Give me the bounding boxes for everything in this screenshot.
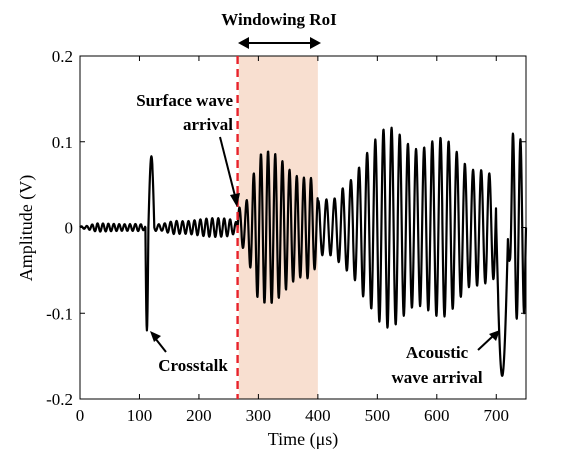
x-tick-label: 0 — [76, 406, 85, 425]
x-tick-label: 600 — [424, 406, 450, 425]
x-tick-label: 100 — [127, 406, 153, 425]
y-axis-label: Amplitude (V) — [16, 175, 37, 281]
y-tick-label: 0 — [65, 219, 74, 238]
crosstalk-label: Crosstalk — [158, 356, 228, 375]
y-tick-label: 0.2 — [52, 47, 73, 66]
y-tick-label: 0.1 — [52, 133, 73, 152]
surface-wave-label-line2: arrival — [183, 115, 233, 134]
acoustic-arrow — [477, 330, 500, 351]
crosstalk-arrow — [150, 331, 167, 353]
surface-wave-arrow — [219, 136, 240, 207]
axis-ticks: 0 100 200 300 400 500 600 700 -0.2 -0.1 0 0.1 0.2 — [46, 47, 526, 425]
waveform-line — [79, 126, 528, 377]
surface-wave-label-line1: Surface wave — [136, 91, 233, 110]
x-tick-label: 400 — [305, 406, 331, 425]
roi-double-arrow — [238, 37, 321, 49]
acoustic-label-line1: Acoustic — [406, 343, 469, 362]
x-tick-label: 200 — [186, 406, 212, 425]
x-axis-label: Time (μs) — [268, 429, 339, 450]
windowing-roi-label: Windowing RoI — [221, 10, 337, 29]
y-tick-label: -0.2 — [46, 390, 73, 409]
x-tick-label: 700 — [484, 406, 510, 425]
acoustic-label-line2: wave arrival — [391, 368, 482, 387]
y-tick-label: -0.1 — [46, 304, 73, 323]
x-tick-label: 500 — [365, 406, 391, 425]
x-tick-label: 300 — [246, 406, 272, 425]
